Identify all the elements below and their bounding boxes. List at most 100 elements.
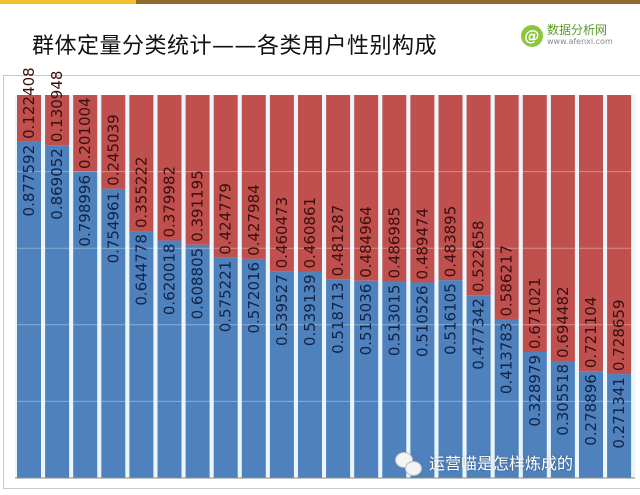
data-label-blue: 0.644778 <box>132 234 150 306</box>
bar-segment-red <box>410 95 435 283</box>
bar-segment-blue <box>269 271 294 478</box>
logo-at-icon: @ <box>521 24 543 47</box>
bar-segment-red <box>241 95 266 259</box>
bar-segment-blue <box>579 371 603 478</box>
data-label-red: 0.586217 <box>498 245 516 317</box>
bar-segment-red <box>185 95 210 245</box>
data-label-red: 0.130948 <box>48 71 66 143</box>
chart-frame <box>3 75 640 489</box>
bar-segment-red <box>438 95 463 281</box>
bar-segment-blue <box>550 360 575 478</box>
bar-segment-red <box>17 95 41 142</box>
data-label-red: 0.245039 <box>104 114 122 186</box>
data-label-blue: 0.575221 <box>217 261 235 333</box>
data-label-blue: 0.869052 <box>48 148 66 220</box>
data-label-blue: 0.620018 <box>161 244 179 316</box>
data-label-blue: 0.413783 <box>498 323 516 395</box>
wechat-icon <box>395 452 423 476</box>
logo: @ 数据分析网 www.afenxi.com <box>521 24 613 47</box>
bar-segment-red <box>213 95 238 258</box>
data-label-blue: 0.515036 <box>357 284 375 356</box>
bar-segment-blue <box>522 352 547 478</box>
bar-segment-red <box>45 95 70 146</box>
data-label-blue: 0.518713 <box>329 282 347 354</box>
data-label-blue: 0.877592 <box>20 145 38 217</box>
data-label-red: 0.489474 <box>413 208 431 280</box>
bar-segment-red <box>157 95 182 241</box>
bar-segment-blue <box>101 188 126 479</box>
data-label-red: 0.728659 <box>610 299 628 371</box>
data-label-red: 0.721104 <box>582 297 600 369</box>
data-label-blue: 0.539527 <box>273 274 291 346</box>
data-label-red: 0.486985 <box>385 207 403 279</box>
data-label-red: 0.460861 <box>301 197 319 269</box>
data-label-blue: 0.305518 <box>554 364 572 436</box>
top-accent-bar-brown <box>136 0 640 4</box>
bar-segment-red <box>607 95 632 375</box>
bar-segment-blue <box>73 171 98 478</box>
data-label-blue: 0.513015 <box>385 285 403 357</box>
bar-segment-blue <box>438 280 463 478</box>
bar-segment-blue <box>298 271 322 478</box>
data-label-red: 0.484964 <box>357 206 375 278</box>
bar-segment-red <box>129 95 154 232</box>
data-label-red: 0.671021 <box>526 277 544 349</box>
data-label-blue: 0.798996 <box>76 175 94 247</box>
bar-segment-blue <box>185 244 210 478</box>
bar-segment-red <box>466 95 491 296</box>
logo-name: 数据分析网 <box>547 23 608 37</box>
logo-url: www.afenxi.com <box>547 37 613 46</box>
bar-segment-red <box>73 95 98 172</box>
data-label-blue: 0.516105 <box>442 283 460 355</box>
data-label-blue: 0.271341 <box>610 377 628 449</box>
watermark-text: 运营喵是怎样炼成的 <box>429 454 574 473</box>
data-label-red: 0.424779 <box>217 183 235 255</box>
data-label-blue: 0.510526 <box>413 285 431 357</box>
data-label-blue: 0.477342 <box>470 298 488 370</box>
bar-segment-red <box>326 95 351 280</box>
bar-segment-blue <box>157 240 182 478</box>
data-label-blue: 0.328979 <box>526 355 544 427</box>
bar-segment-red <box>269 95 294 272</box>
page-title: 群体定量分类统计——各类用户性别构成 <box>32 34 438 59</box>
data-label-red: 0.483895 <box>442 206 460 278</box>
bar-segment-blue <box>241 258 266 478</box>
data-label-blue: 0.539139 <box>301 275 319 347</box>
data-label-red: 0.201004 <box>76 97 94 169</box>
bar-segment-red <box>579 95 603 372</box>
data-label-blue: 0.608805 <box>189 248 207 320</box>
bar-segment-red <box>382 95 407 282</box>
bar-segment-blue <box>326 279 351 478</box>
bar-segment-red <box>298 95 322 272</box>
data-label-red: 0.122408 <box>20 67 38 139</box>
data-label-red: 0.694482 <box>554 286 572 358</box>
bar-segment-blue <box>466 295 491 478</box>
bar-segment-red <box>522 95 547 353</box>
data-label-red: 0.522658 <box>470 221 488 293</box>
watermark: 运营喵是怎样炼成的 <box>395 452 573 476</box>
data-label-blue: 0.278896 <box>582 374 600 446</box>
data-label-blue: 0.572016 <box>245 262 263 334</box>
bar-segment-blue <box>129 231 154 478</box>
bar-segment-red <box>101 95 126 189</box>
bar-segment-blue <box>607 374 632 478</box>
data-label-red: 0.460473 <box>273 197 291 269</box>
bar-segment-red <box>550 95 575 361</box>
bar-segment-blue <box>494 319 519 478</box>
top-accent-bar-gold <box>0 0 136 4</box>
bar-segment-red <box>354 95 379 281</box>
data-label-red: 0.481287 <box>329 205 347 277</box>
bar-segment-blue <box>17 141 41 478</box>
data-label-red: 0.355222 <box>132 156 150 228</box>
bar-segment-blue <box>410 282 435 478</box>
bar-segment-blue <box>213 257 238 478</box>
data-label-red: 0.427984 <box>245 184 263 256</box>
data-label-red: 0.379982 <box>161 166 179 238</box>
data-label-blue: 0.754961 <box>104 192 122 264</box>
bar-segment-blue <box>354 280 379 478</box>
data-label-red: 0.391195 <box>189 170 207 242</box>
bar-segment-blue <box>45 145 70 479</box>
bar-segment-blue <box>382 281 407 478</box>
bar-segment-red <box>494 95 519 320</box>
